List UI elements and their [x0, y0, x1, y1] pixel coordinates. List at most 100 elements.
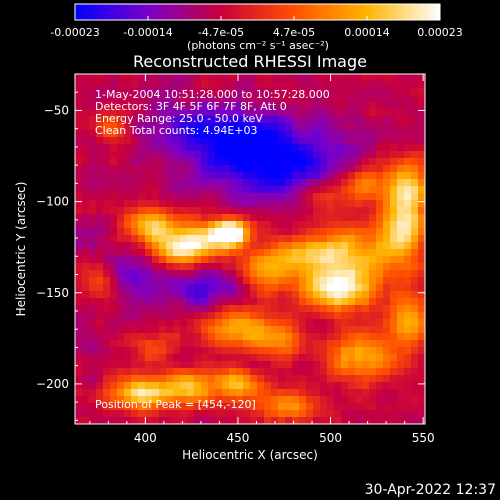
heatmap-cell: [229, 382, 237, 390]
heatmap-cell: [103, 375, 111, 383]
heatmap-cell: [110, 242, 118, 250]
heatmap-cell: [292, 417, 300, 425]
heatmap-cell: [355, 410, 363, 418]
heatmap-cell: [138, 389, 146, 397]
heatmap-cell: [117, 158, 125, 166]
heatmap-cell: [334, 130, 342, 138]
heatmap-cell: [257, 284, 265, 292]
heatmap-cell: [411, 221, 419, 229]
heatmap-cell: [173, 326, 181, 334]
heatmap-cell: [173, 277, 181, 285]
heatmap-cell: [96, 347, 104, 355]
heatmap-cell: [320, 151, 328, 159]
heatmap-cell: [285, 165, 293, 173]
heatmap-cell: [131, 88, 139, 96]
heatmap-cell: [138, 277, 146, 285]
heatmap-cell: [285, 403, 293, 411]
heatmap-cell: [110, 137, 118, 145]
heatmap-cell: [166, 256, 174, 264]
heatmap-cell: [411, 361, 419, 369]
heatmap-cell: [180, 277, 188, 285]
heatmap-cell: [320, 158, 328, 166]
heatmap-cell: [145, 221, 153, 229]
heatmap-cell: [320, 109, 328, 117]
heatmap-cell: [376, 417, 384, 425]
heatmap-cell: [278, 221, 286, 229]
heatmap-cell: [376, 144, 384, 152]
heatmap-cell: [341, 256, 349, 264]
heatmap-cell: [173, 137, 181, 145]
x-tick-label: 500: [319, 431, 342, 445]
heatmap-cell: [103, 284, 111, 292]
heatmap-cell: [96, 123, 104, 131]
heatmap-cell: [271, 144, 279, 152]
heatmap-cell: [383, 228, 391, 236]
heatmap-cell: [264, 312, 272, 320]
heatmap-cell: [215, 284, 223, 292]
heatmap-cell: [292, 312, 300, 320]
heatmap-cell: [89, 382, 97, 390]
heatmap-cell: [320, 144, 328, 152]
heatmap-cell: [222, 74, 230, 82]
heatmap-cell: [208, 242, 216, 250]
heatmap-cell: [215, 368, 223, 376]
heatmap-cell: [348, 158, 356, 166]
heatmap-cell: [376, 81, 384, 89]
heatmap-cell: [208, 221, 216, 229]
heatmap-cell: [257, 109, 265, 117]
heatmap-cell: [103, 340, 111, 348]
heatmap-cell: [145, 277, 153, 285]
heatmap-cell: [166, 396, 174, 404]
heatmap-cell: [313, 354, 321, 362]
heatmap-cell: [313, 193, 321, 201]
heatmap-cell: [138, 165, 146, 173]
heatmap-cell: [110, 389, 118, 397]
heatmap-cell: [208, 291, 216, 299]
heatmap-cell: [180, 228, 188, 236]
heatmap-cell: [271, 228, 279, 236]
heatmap-cell: [418, 375, 426, 383]
heatmap-cell: [341, 144, 349, 152]
heatmap-cell: [194, 179, 202, 187]
heatmap-cell: [103, 305, 111, 313]
heatmap-cell: [89, 277, 97, 285]
heatmap-cell: [271, 88, 279, 96]
heatmap-cell: [75, 186, 83, 194]
heatmap-cell: [194, 102, 202, 110]
heatmap-cell: [208, 116, 216, 124]
heatmap-cell: [124, 186, 132, 194]
heatmap-cell: [96, 298, 104, 306]
heatmap-cell: [362, 382, 370, 390]
y-tick-label: −200: [36, 377, 69, 391]
heatmap-cell: [355, 305, 363, 313]
heatmap-cell: [222, 123, 230, 131]
heatmap-cell: [278, 347, 286, 355]
heatmap-cell: [117, 81, 125, 89]
heatmap-cell: [75, 235, 83, 243]
heatmap-cell: [215, 305, 223, 313]
heatmap-cell: [292, 319, 300, 327]
heatmap-cell: [173, 242, 181, 250]
heatmap-cell: [418, 151, 426, 159]
heatmap-cell: [243, 235, 251, 243]
heatmap-cell: [201, 340, 209, 348]
heatmap-cell: [264, 186, 272, 194]
heatmap-cell: [236, 200, 244, 208]
heatmap-cell: [110, 333, 118, 341]
heatmap-cell: [306, 95, 314, 103]
heatmap-cell: [194, 221, 202, 229]
heatmap-cell: [341, 102, 349, 110]
heatmap-cell: [138, 186, 146, 194]
heatmap-cell: [138, 151, 146, 159]
heatmap-cell: [383, 291, 391, 299]
heatmap-cell: [285, 221, 293, 229]
heatmap-cell: [110, 235, 118, 243]
heatmap-cell: [250, 263, 258, 271]
heatmap-cell: [89, 186, 97, 194]
heatmap-cell: [173, 312, 181, 320]
heatmap-cell: [166, 284, 174, 292]
heatmap-cell: [222, 333, 230, 341]
heatmap-cell: [75, 193, 83, 201]
heatmap-cell: [250, 354, 258, 362]
heatmap-cell: [348, 298, 356, 306]
